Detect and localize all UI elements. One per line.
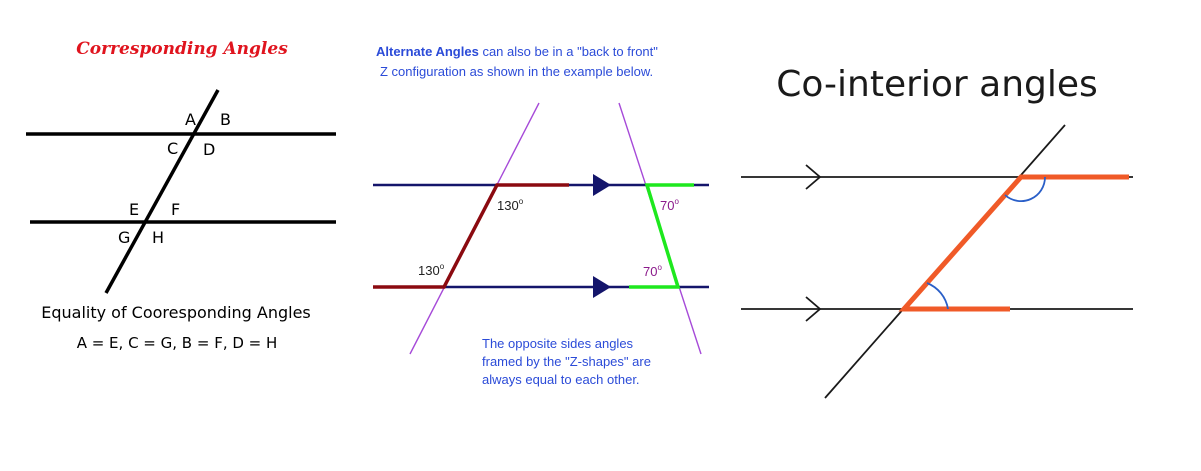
alternate-note-line2: framed by the "Z-shapes" are [482, 354, 651, 369]
angle-label-h: H [152, 228, 164, 247]
arrow-top-icon [593, 174, 611, 196]
z-shape-right [629, 183, 694, 289]
transversal-line [104, 89, 220, 294]
angle-arc-top [1004, 176, 1046, 202]
corresponding-caption: Equality of Cooresponding Angles [41, 303, 311, 322]
corresponding-angles-title: Corresponding Angles [76, 39, 288, 59]
alternate-intro-bold: Alternate Angles [376, 44, 479, 59]
angle-label-70-top: 70o [660, 197, 679, 213]
arrow-top-icon [805, 164, 822, 190]
c-shape-highlight [898, 174, 1129, 312]
angle-label-b: B [220, 110, 231, 129]
panel-co-interior-angles: Co-interior angles [741, 64, 1133, 399]
co-interior-title: Co-interior angles [776, 64, 1098, 105]
angle-label-70-bottom: 70o [643, 263, 662, 279]
corresponding-equation: A = E, C = G, B = F, D = H [77, 334, 278, 352]
angle-label-e: E [129, 200, 139, 219]
arrow-bottom-icon [805, 296, 822, 322]
z-shape-left [373, 183, 569, 289]
alternate-intro-line1: Alternate Angles can also be in a "back … [376, 44, 658, 59]
panel-corresponding-angles: Corresponding Angles A B C D E F G H Equ… [26, 39, 336, 352]
panel-alternate-angles: Alternate Angles can also be in a "back … [373, 44, 709, 387]
angle-label-f: F [171, 200, 180, 219]
angle-label-d: D [203, 140, 215, 159]
angle-label-c: C [167, 139, 178, 158]
angle-label-130-top: 130o [497, 197, 524, 213]
alternate-intro-line2: Z configuration as shown in the example … [380, 64, 653, 79]
angle-label-130-bottom: 130o [418, 262, 445, 278]
arrow-bottom-icon [593, 276, 611, 298]
alternate-note-line3: always equal to each other. [482, 372, 640, 387]
angle-arc-bottom [926, 282, 949, 310]
angle-label-a: A [185, 110, 196, 129]
angle-label-g: G [118, 228, 130, 247]
alternate-intro-rest: can also be in a "back to front" [479, 44, 658, 59]
alternate-note-line1: The opposite sides angles [482, 336, 634, 351]
